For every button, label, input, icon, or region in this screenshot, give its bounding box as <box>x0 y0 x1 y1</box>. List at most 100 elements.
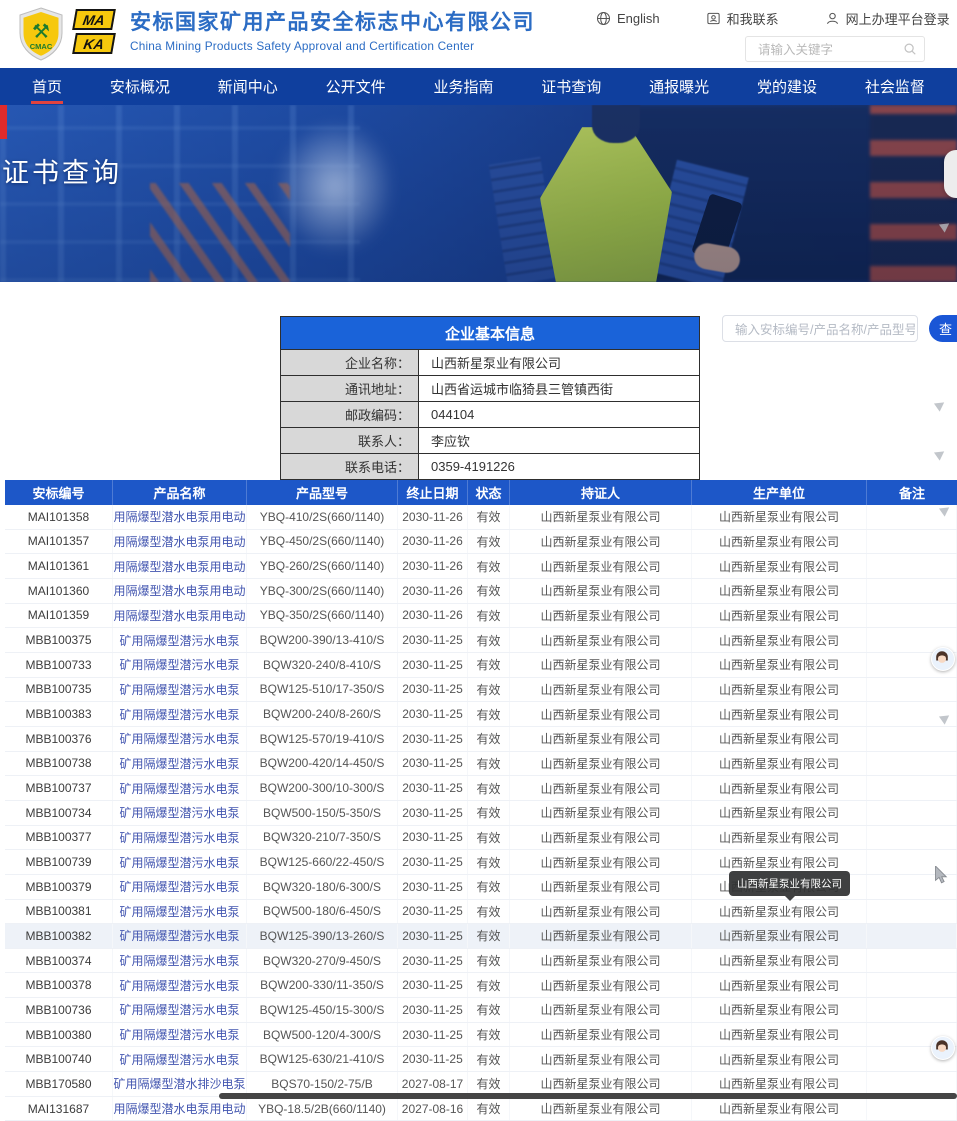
horizontal-scrollbar-thumb[interactable] <box>219 1093 957 1099</box>
table-cell: 山西新星泵业有限公司 <box>510 603 692 628</box>
table-row: MBB100376 矿用隔爆型潜污水电泵 BQW125-570/19-410/S 20… <box>5 726 957 752</box>
table-cell: MAI101358 <box>5 505 113 529</box>
table-cell: 2030-11-25 <box>398 874 468 899</box>
table-cell: MBB100739 <box>5 850 113 874</box>
table-cell: 山西新星泵业有限公司 <box>510 505 692 529</box>
product-name-link[interactable]: 矿用隔爆型潜污水电泵 <box>113 702 247 726</box>
table-cell: MBB100740 <box>5 1047 113 1072</box>
product-name-link[interactable]: 矿用隔爆型潜水电泵用电动机 <box>113 578 247 603</box>
table-cell: 山西新星泵业有限公司 <box>692 677 867 702</box>
table-cell: 2030-11-25 <box>398 628 468 652</box>
product-name-link[interactable]: 矿用隔爆型潜水排沙电泵 <box>113 1072 247 1096</box>
product-name-link[interactable]: 矿用隔爆型潜水电泵用电动机 <box>113 554 247 578</box>
product-name-link[interactable]: 矿用隔爆型潜污水电泵 <box>113 924 247 948</box>
product-name-link[interactable]: 矿用隔爆型潜污水电泵 <box>113 677 247 702</box>
table-cell <box>867 751 957 776</box>
product-name-link[interactable]: 矿用隔爆型潜水电泵用电动机 <box>113 603 247 628</box>
nav-item-5[interactable]: 业务指南 <box>433 79 494 96</box>
product-name-link[interactable]: 矿用隔爆型潜污水电泵 <box>113 973 247 998</box>
nav-item-9[interactable]: 社会监督 <box>864 79 925 96</box>
product-name-link[interactable]: 矿用隔爆型潜污水电泵 <box>113 751 247 776</box>
table-row: MBB100737 矿用隔爆型潜污水电泵 BQW200-300/10-300/S 20… <box>5 776 957 801</box>
product-name-link[interactable]: 矿用隔爆型潜污水电泵 <box>113 850 247 874</box>
table-row: MBB100380 矿用隔爆型潜污水电泵 BQW500-120/4-300/S 203… <box>5 1022 957 1048</box>
company-info-value: 0359-4191226 <box>418 453 700 480</box>
product-name-link[interactable]: 矿用隔爆型潜污水电泵 <box>113 1047 247 1072</box>
nav-item-7[interactable]: 通报曝光 <box>649 79 710 96</box>
nav-item-8[interactable]: 党的建设 <box>757 79 818 96</box>
cert-search-button[interactable]: 查 <box>929 315 957 342</box>
column-header-2: 产品名称 <box>113 480 247 505</box>
table-cell: 有效 <box>468 628 510 652</box>
table-cell: 山西新星泵业有限公司 <box>692 1096 867 1121</box>
table-cell: MAI101359 <box>5 603 113 628</box>
product-name-link[interactable]: 矿用隔爆型潜污水电泵 <box>113 726 247 751</box>
table-cell: 有效 <box>468 1022 510 1047</box>
product-name-link[interactable]: 矿用隔爆型潜污水电泵 <box>113 899 247 924</box>
header-link-contact[interactable]: 和我联系 <box>706 9 779 28</box>
table-cell: 有效 <box>468 554 510 578</box>
product-name-link[interactable]: 矿用隔爆型潜污水电泵 <box>113 825 247 850</box>
nav-item-2[interactable]: 安标概况 <box>109 79 170 96</box>
header-link-label: English <box>617 11 660 26</box>
product-name-link[interactable]: 矿用隔爆型潜污水电泵 <box>113 1022 247 1047</box>
site-search-box <box>745 36 925 63</box>
product-name-link[interactable]: 矿用隔爆型潜水电泵用电动机 <box>113 505 247 529</box>
customer-service-avatar[interactable] <box>931 647 955 671</box>
table-cell: YBQ-300/2S(660/1140) <box>247 578 398 603</box>
table-cell: 山西新星泵业有限公司 <box>692 998 867 1022</box>
table-cell: MBB100376 <box>5 726 113 751</box>
table-cell: MBB100377 <box>5 825 113 850</box>
table-cell: 山西新星泵业有限公司 <box>510 800 692 825</box>
product-name-link[interactable]: 矿用隔爆型潜污水电泵 <box>113 998 247 1022</box>
header-link-label: 和我联系 <box>726 12 779 27</box>
table-cell: 2030-11-26 <box>398 554 468 578</box>
table-cell: MAI101357 <box>5 529 113 554</box>
product-name-link[interactable]: 矿用隔爆型潜污水电泵 <box>113 776 247 800</box>
table-cell: 山西新星泵业有限公司 <box>692 578 867 603</box>
customer-service-avatar[interactable] <box>931 1036 955 1060</box>
product-name-link[interactable]: 矿用隔爆型潜水电泵用电动机 <box>113 529 247 554</box>
table-cell: MBB100736 <box>5 998 113 1022</box>
table-cell: 山西新星泵业有限公司 <box>510 677 692 702</box>
table-cell: 2030-11-25 <box>398 1022 468 1047</box>
table-cell: BQW125-450/15-300/S <box>247 998 398 1022</box>
company-info-table: 企业基本信息 企业名称： 山西新星泵业有限公司 通讯地址： 山西省运城市临猗县三管镇西… <box>280 316 700 480</box>
table-cell: BQW500-180/6-450/S <box>247 899 398 924</box>
table-cell: YBQ-260/2S(660/1140) <box>247 554 398 578</box>
search-icon[interactable] <box>903 42 917 56</box>
banner-worker-head-art <box>592 105 640 143</box>
floating-widget-partial[interactable] <box>944 150 957 198</box>
table-cell: 2030-11-25 <box>398 726 468 751</box>
product-name-link[interactable]: 矿用隔爆型潜污水电泵 <box>113 652 247 677</box>
table-cell: 山西新星泵业有限公司 <box>510 751 692 776</box>
table-cell: BQW125-570/19-410/S <box>247 726 398 751</box>
banner-rack-art <box>150 183 290 282</box>
nav-item-1[interactable]: 首页 <box>30 67 64 106</box>
product-name-link[interactable]: 矿用隔爆型潜污水电泵 <box>113 874 247 899</box>
table-row: MBB100738 矿用隔爆型潜污水电泵 BQW200-420/14-450/S 20… <box>5 751 957 777</box>
site-search-input[interactable] <box>756 37 900 63</box>
table-cell: 山西新星泵业有限公司 <box>692 554 867 578</box>
table-cell: 有效 <box>468 529 510 554</box>
product-name-link[interactable]: 矿用隔爆型潜污水电泵 <box>113 800 247 825</box>
product-name-link[interactable]: 矿用隔爆型潜污水电泵 <box>113 948 247 973</box>
table-cell: 山西新星泵业有限公司 <box>692 899 867 924</box>
table-row: MBB100378 矿用隔爆型潜污水电泵 BQW200-330/11-350/S 20… <box>5 973 957 999</box>
nav-item-6[interactable]: 证书查询 <box>541 79 602 96</box>
table-cell: BQW200-240/8-260/S <box>247 702 398 726</box>
table-cell: 山西新星泵业有限公司 <box>692 825 867 850</box>
header-link-user[interactable]: 网上办理平台登录 <box>825 9 950 28</box>
product-name-link[interactable]: 矿用隔爆型潜污水电泵 <box>113 628 247 652</box>
nav-item-4[interactable]: 公开文件 <box>325 79 386 96</box>
cmac-shield-logo-icon: ⚒ CMAC <box>15 7 67 61</box>
table-cell: 山西新星泵业有限公司 <box>510 702 692 726</box>
product-name-link[interactable]: 矿用隔爆型潜水电泵用电动机 <box>113 1096 247 1121</box>
table-cell: BQW500-120/4-300/S <box>247 1022 398 1047</box>
table-cell: MBB100383 <box>5 702 113 726</box>
table-cell: 2030-11-25 <box>398 800 468 825</box>
cert-search-input[interactable] <box>733 317 917 342</box>
nav-item-3[interactable]: 新闻中心 <box>217 79 278 96</box>
table-cell: MBB100735 <box>5 677 113 702</box>
header-link-globe[interactable]: English <box>596 11 660 26</box>
